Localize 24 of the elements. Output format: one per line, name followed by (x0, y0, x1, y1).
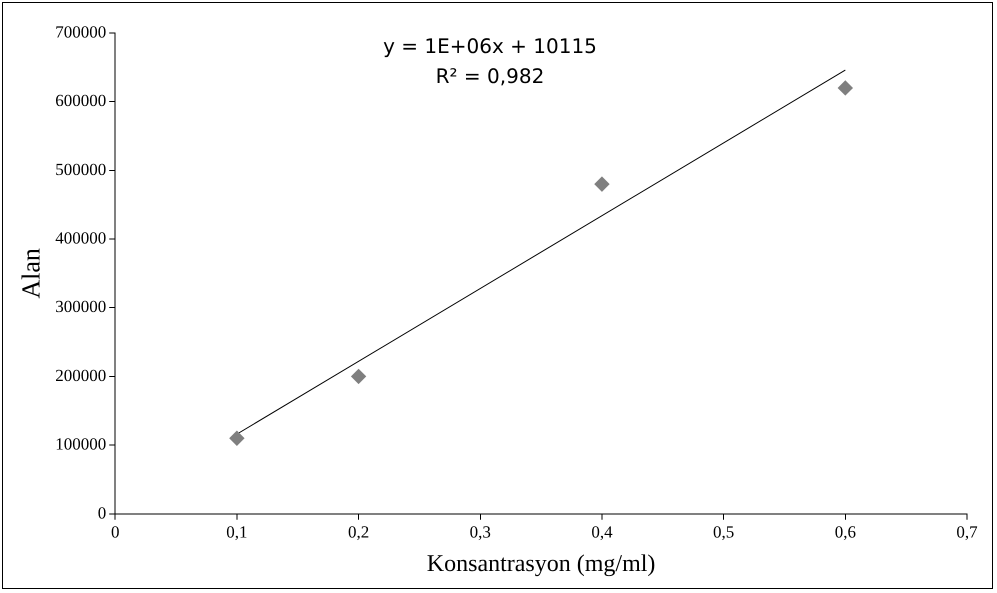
y-tick-label: 100000 (55, 434, 106, 454)
point (351, 368, 366, 384)
point (229, 430, 244, 446)
annotation: R² = 0,982 (436, 64, 544, 88)
y-tick-label: 0 (98, 503, 106, 522)
x-tick-label: 0,7 (956, 522, 978, 542)
x-tick-label: 0,3 (470, 522, 491, 542)
y-axis-title: Alan (16, 248, 46, 299)
y-tick-label: 600000 (55, 91, 106, 110)
point (838, 80, 853, 96)
x-tick-label: 0,4 (591, 522, 614, 542)
x-axis-title: Konsantrasyon (mg/ml) (426, 550, 656, 577)
y-tick-label: 300000 (55, 297, 106, 316)
y-tick-label: 400000 (55, 228, 106, 248)
x-tick-label: 0,5 (713, 522, 734, 542)
annotation: y = 1E+06x + 10115 (383, 34, 597, 58)
x-tick-label: 0,2 (348, 522, 370, 542)
x-tick-label: 0,6 (834, 522, 856, 542)
y-tick-label: 500000 (55, 160, 106, 179)
x-tick-label: 0,1 (226, 522, 248, 542)
point (594, 176, 610, 192)
x-tick-label: 0 (110, 522, 120, 542)
y-tick-label: 700000 (55, 22, 106, 42)
y-tick-label: 200000 (55, 366, 106, 385)
